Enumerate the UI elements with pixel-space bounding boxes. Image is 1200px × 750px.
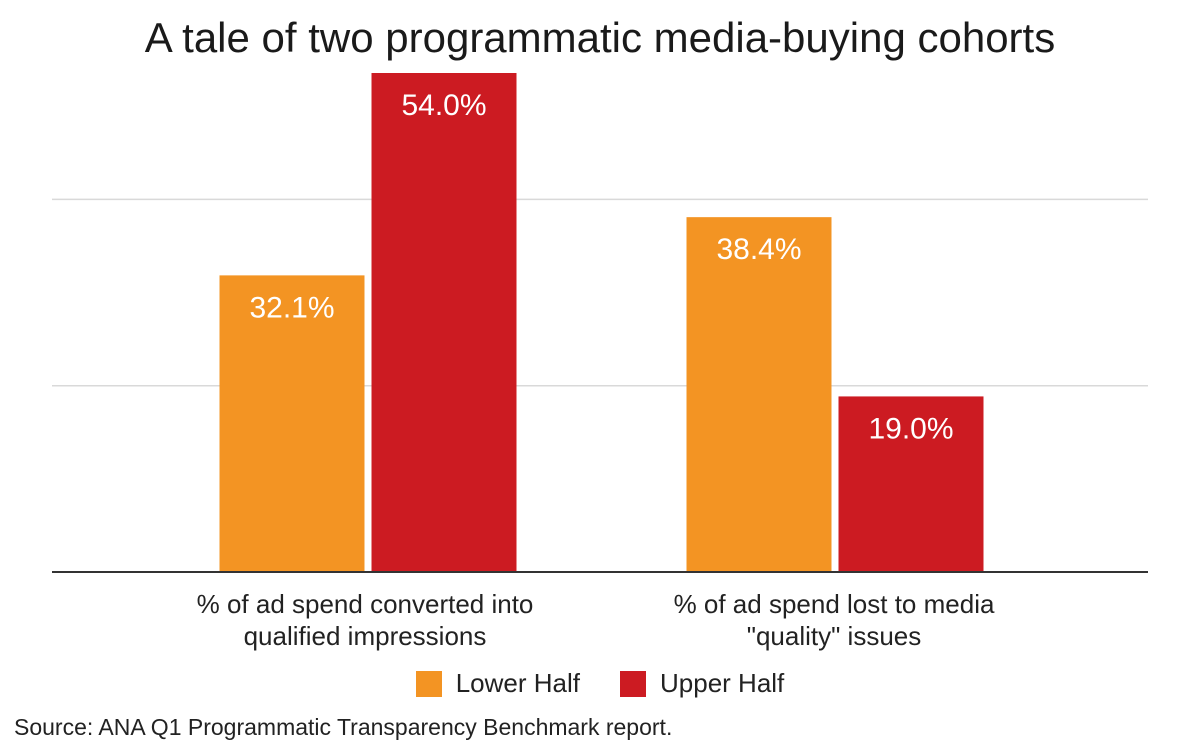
data-label-lower-half-category-1: 32.1% [249,291,334,324]
category-label-2-line-2: "quality" issues [746,621,922,651]
legend-item-lower-half: Lower Half [415,668,580,699]
bar-upper-half-category-2 [838,396,984,572]
category-label-2: % of ad spend lost to media "quality" is… [604,588,1064,652]
legend-item-upper-half: Upper Half [620,668,784,699]
category-label-2-line-1: % of ad spend lost to media [673,589,995,619]
legend: Lower Half Upper Half [0,668,1200,699]
legend-label-upper-half: Upper Half [660,668,785,698]
data-label-upper-half-category-1: 54.0% [401,89,486,122]
bar-lower-half-category-2 [686,217,832,572]
data-label-lower-half-category-2: 38.4% [716,233,801,266]
bar-lower-half-category-1 [219,275,365,572]
category-label-1-line-1: % of ad spend converted into [196,589,534,619]
legend-label-lower-half: Lower Half [455,668,580,698]
source-note: Source: ANA Q1 Programmatic Transparency… [14,714,673,740]
legend-swatch-upper-half [620,670,646,697]
data-label-upper-half-category-2: 19.0% [868,412,953,445]
category-label-1: % of ad spend converted into qualified i… [135,588,595,652]
chart-title: A tale of two programmatic media-buying … [144,14,1056,61]
bar-upper-half-category-1 [371,73,517,572]
legend-swatch-lower-half [415,670,442,697]
category-label-1-line-2: qualified impressions [243,621,487,651]
